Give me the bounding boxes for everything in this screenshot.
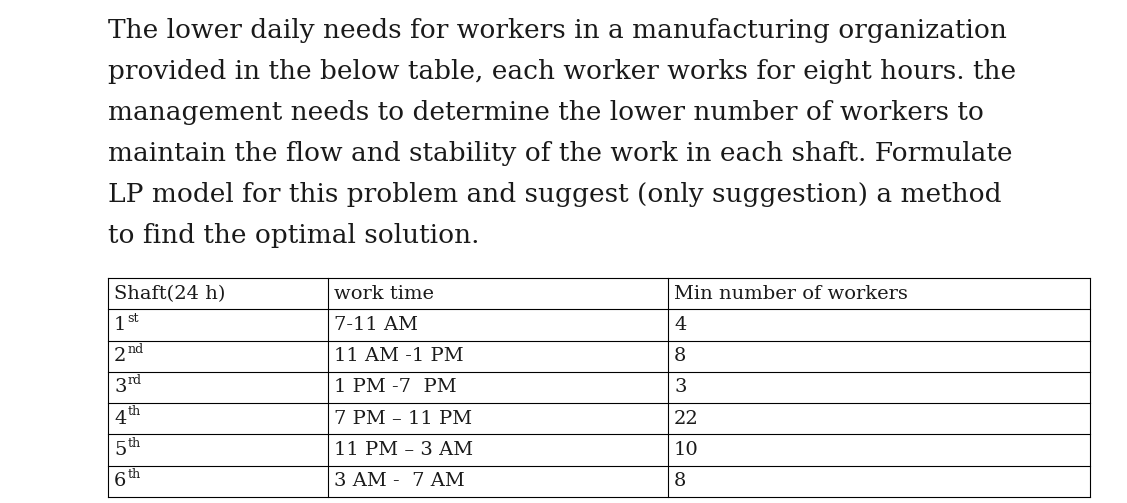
Text: 3: 3 (114, 378, 126, 396)
Text: 11 AM -1 PM: 11 AM -1 PM (334, 347, 463, 365)
Text: th: th (127, 437, 141, 450)
Text: th: th (127, 405, 141, 418)
Text: 7 PM – 11 PM: 7 PM – 11 PM (334, 410, 472, 428)
Text: 6: 6 (114, 472, 126, 490)
Text: th: th (127, 468, 141, 481)
Text: The lower daily needs for workers in a manufacturing organization: The lower daily needs for workers in a m… (108, 18, 1006, 43)
Text: 2: 2 (114, 347, 126, 365)
Text: 8: 8 (674, 347, 686, 365)
Text: st: st (127, 311, 140, 324)
Text: maintain the flow and stability of the work in each shaft. Formulate: maintain the flow and stability of the w… (108, 141, 1012, 166)
Text: 1: 1 (114, 316, 126, 334)
Text: 4: 4 (674, 316, 686, 334)
Text: provided in the below table, each worker works for eight hours. the: provided in the below table, each worker… (108, 59, 1017, 84)
Text: 8: 8 (674, 472, 686, 490)
Text: to find the optimal solution.: to find the optimal solution. (108, 223, 479, 248)
Text: 4: 4 (114, 410, 126, 428)
Text: 22: 22 (674, 410, 699, 428)
Text: nd: nd (127, 343, 144, 356)
Text: 7-11 AM: 7-11 AM (334, 316, 418, 334)
Text: 10: 10 (674, 441, 699, 459)
Text: work time: work time (334, 285, 434, 303)
Text: rd: rd (127, 374, 142, 387)
Text: LP model for this problem and suggest (only suggestion) a method: LP model for this problem and suggest (o… (108, 182, 1002, 207)
Text: 5: 5 (114, 441, 126, 459)
Text: 3: 3 (674, 378, 686, 396)
Text: 11 PM – 3 AM: 11 PM – 3 AM (334, 441, 473, 459)
Text: Min number of workers: Min number of workers (674, 285, 908, 303)
Text: 3 AM -  7 AM: 3 AM - 7 AM (334, 472, 464, 490)
Text: Shaft(24 h): Shaft(24 h) (114, 285, 225, 303)
Text: management needs to determine the lower number of workers to: management needs to determine the lower … (108, 100, 984, 125)
Text: 1 PM -7  PM: 1 PM -7 PM (334, 378, 456, 396)
